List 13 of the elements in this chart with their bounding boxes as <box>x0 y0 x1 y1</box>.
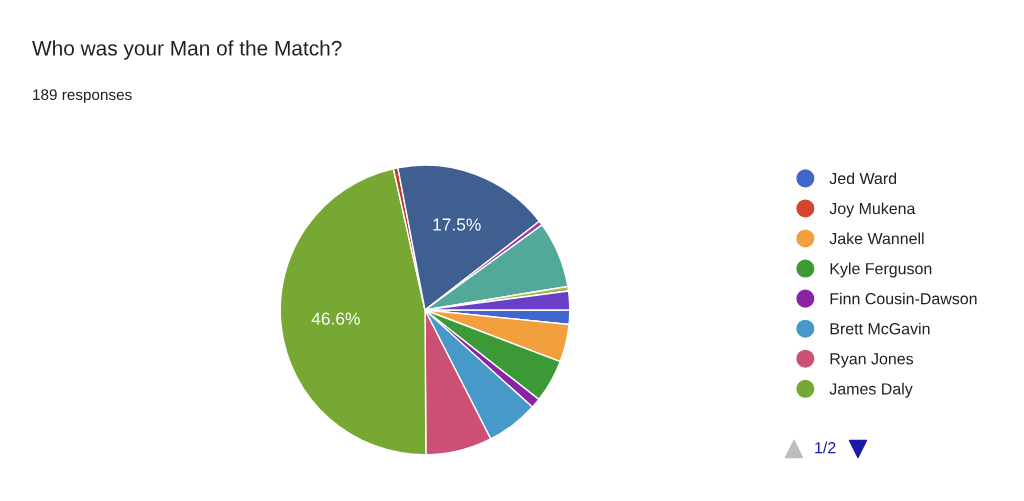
chart-title: Who was your Man of the Match? <box>32 40 342 60</box>
text: 1/2 <box>815 441 836 454</box>
legend-label: Ryan Jones <box>830 353 914 368</box>
legend-label: Brett McGavin <box>830 322 930 335</box>
legend-label: Finn Cousin-Dawson <box>830 292 977 305</box>
legend-label: Jake Wannell <box>829 232 924 245</box>
legend-label: Jed Ward <box>829 172 897 185</box>
legend-label: Kyle Ferguson <box>830 262 932 278</box>
data-label: 17.5% <box>433 218 481 231</box>
legend-label: James Daly <box>829 382 913 398</box>
text: 189 responses <box>33 89 132 104</box>
data-label: 46.6% <box>311 312 360 325</box>
legend-label: Joy Mukena <box>829 202 916 218</box>
